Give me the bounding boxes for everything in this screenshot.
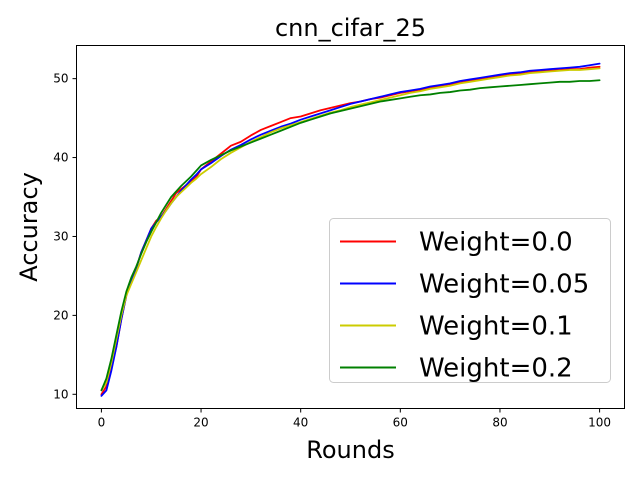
y-axis-ticks: 10 20 30 40 50 — [53, 72, 77, 401]
x-tick-label: 80 — [492, 416, 507, 430]
y-axis-title: Accuracy — [15, 172, 43, 282]
x-axis-ticks: 0 20 40 60 80 100 — [98, 408, 611, 430]
x-tick-label: 60 — [393, 416, 408, 430]
plot-frame — [76, 45, 625, 409]
x-tick-label: 40 — [293, 416, 308, 430]
y-tick-label: 10 — [53, 387, 68, 401]
x-tick-label: 20 — [193, 416, 208, 430]
legend-box — [329, 218, 611, 383]
y-tick-label: 50 — [53, 72, 68, 86]
legend-label-2: Weight=0.1 — [419, 312, 573, 342]
legend-entries: Weight=0.0 Weight=0.05 Weight=0.1 Weight=0.… — [340, 228, 589, 384]
y-tick-label: 30 — [53, 229, 68, 243]
legend-label-3: Weight=0.2 — [419, 354, 573, 384]
series-line-3 — [100, 79, 601, 392]
series-layer — [100, 62, 601, 397]
legend: Weight=0.0 Weight=0.05 Weight=0.1 Weight=0.… — [329, 218, 611, 384]
x-tick-label: 0 — [98, 416, 106, 430]
legend-label-0: Weight=0.0 — [419, 228, 573, 258]
chart-title: cnn_cifar_25 — [275, 14, 426, 42]
series-line-1 — [100, 62, 601, 397]
x-tick-label: 100 — [588, 416, 611, 430]
y-tick-label: 40 — [53, 151, 68, 165]
legend-label-1: Weight=0.05 — [419, 270, 589, 300]
y-tick-label: 20 — [53, 308, 68, 322]
plot-area — [76, 45, 625, 409]
x-axis-title: Rounds — [306, 436, 394, 464]
